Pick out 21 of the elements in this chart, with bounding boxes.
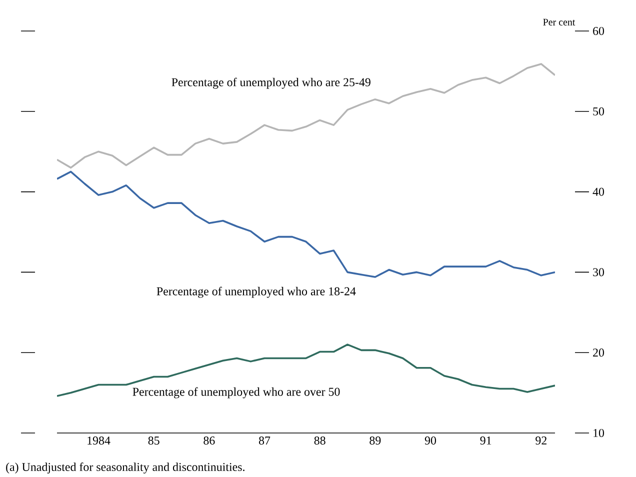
x-tick-label: 92 (536, 436, 546, 445)
y-tick-label: 30 (593, 268, 604, 276)
x-tick-label: 90 (424, 436, 436, 445)
series-label: Percentage of unemployed who are over 50 (132, 387, 340, 398)
x-tick-label: 85 (148, 436, 160, 445)
x-tick-label: 87 (258, 436, 270, 445)
x-tick-label: 88 (314, 436, 326, 445)
y-tick-label: 40 (592, 188, 604, 196)
y-tick-label: 10 (594, 429, 604, 438)
line-series (57, 63, 555, 169)
y-tick-label: 60 (593, 27, 604, 36)
x-tick-label: 89 (370, 436, 381, 445)
x-tick-label: 91 (480, 436, 492, 445)
y-axis-title: Per cent (543, 18, 576, 26)
text: (a) Unadjusted for seasonality and discontinuities. (6, 462, 244, 474)
x-tick-label: 1984 (88, 436, 110, 445)
y-tick-label: 50 (593, 107, 604, 116)
y-tick-label: 20 (593, 348, 604, 357)
series-label: Percentage of unemployed who are 25-49 (172, 78, 370, 89)
x-tick-label: 86 (204, 436, 215, 445)
series-label: Percentage of unemployed who are 18-24 (156, 286, 356, 298)
